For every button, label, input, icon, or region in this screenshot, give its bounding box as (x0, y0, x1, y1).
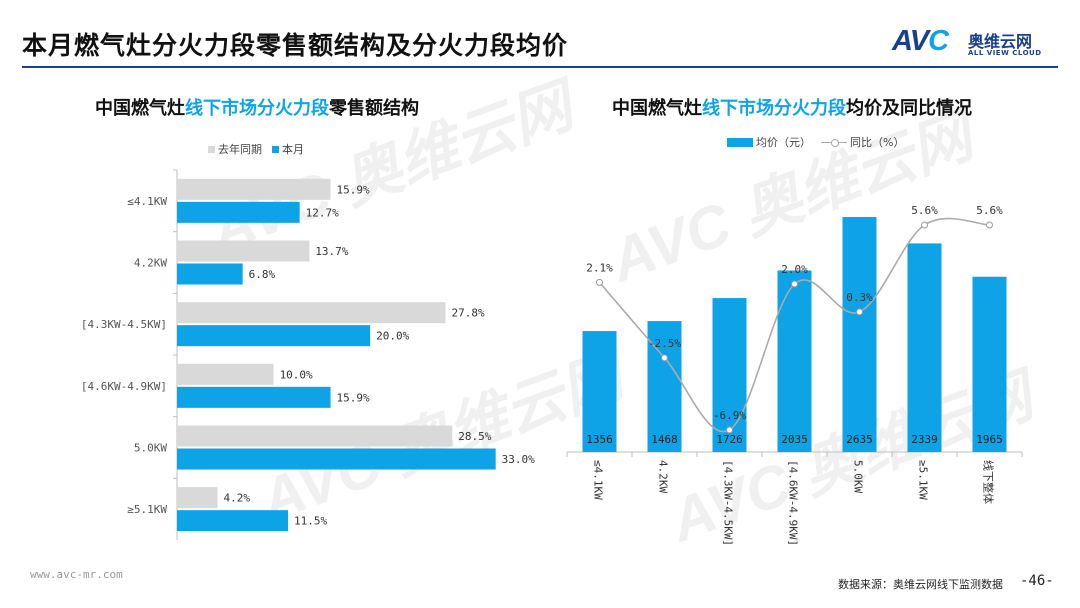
left-bar-value-label: 4.2% (224, 492, 251, 505)
right-bar-value-label: 1468 (651, 433, 678, 446)
right-bar-value-label: 2035 (781, 433, 808, 446)
left-bar-last-year (177, 240, 310, 262)
left-category-label: ≤4.1KW (127, 195, 167, 208)
left-bar-current (177, 510, 289, 532)
right-bar-value-label: 2635 (846, 433, 873, 446)
left-category-label: [4.6KW-4.9KW] (81, 380, 167, 393)
left-category-label: [4.3KW-4.5KW] (81, 318, 167, 331)
avc-logo: AVC 奥维云网 ALL VIEW CLOUD (892, 25, 1062, 65)
left-bar-value-label: 6.8% (249, 268, 276, 281)
logo-cn-text: 奥维云网 (968, 32, 1033, 51)
right-bar-avg-price (842, 217, 877, 452)
left-bar-value-label: 13.7% (315, 245, 348, 258)
right-category-label: [4.6KW-4.9KW] (787, 460, 800, 546)
left-bar-last-year (177, 178, 331, 200)
page-title: 本月燃气灶分火力段零售额结构及分火力段均价 (22, 31, 569, 60)
legend-item-yoy: 同比（%） (821, 134, 904, 150)
right-bar-value-label: 2339 (911, 433, 938, 446)
right-bar-avg-price (647, 321, 682, 452)
left-category-label: 5.0KW (134, 442, 167, 455)
right-bar-value-label: 1356 (586, 433, 613, 446)
right-line-value-label: -2.5% (648, 337, 681, 350)
right-bar-value-label: 1726 (716, 433, 743, 446)
right-legend: 均价（元） 同比（%） (727, 134, 904, 150)
right-bar-avg-price (712, 298, 747, 452)
right-line-value-label: 2.0% (781, 263, 808, 276)
right-bar-avg-price (582, 331, 617, 452)
title-divider (22, 66, 1058, 68)
left-bar-last-year (177, 302, 446, 324)
right-line-value-label: 5.6% (911, 204, 938, 217)
footer-source: 数据来源：奥维云网线下监测数据 (838, 578, 1003, 591)
right-line-point (661, 354, 668, 362)
left-bar-current (177, 386, 331, 408)
right-category-label: [4.3KW-4.5KW] (722, 460, 735, 546)
right-line-value-label: 2.1% (586, 261, 613, 274)
right-line-value-label: 5.6% (976, 204, 1003, 217)
right-line-value-label: -6.9% (713, 409, 746, 422)
left-category-label: 4.2KW (134, 257, 167, 270)
left-bar-value-label: 15.9% (337, 391, 370, 404)
right-line-value-label: 0.3% (846, 291, 873, 304)
right-category-label: 线下整体 (982, 460, 996, 504)
left-bar-value-label: 12.7% (306, 206, 339, 219)
left-bar-last-year (177, 487, 218, 509)
left-bar-current (177, 448, 496, 470)
right-line-point (856, 308, 863, 316)
right-line-point (921, 221, 928, 229)
left-chart-title: 中国燃气灶线下市场分火力段零售额结构 (95, 98, 419, 119)
right-bar-avg-price (777, 270, 812, 452)
logo-mark: AVC (892, 25, 949, 57)
legend-item-avg-price: 均价（元） (727, 134, 811, 150)
left-legend: 去年同期 本月 (208, 141, 304, 157)
legend-item-last-year: 去年同期 (208, 141, 262, 157)
right-line-point (986, 221, 993, 229)
right-category-label: 4.2KW (657, 460, 670, 493)
left-bar-current (177, 325, 371, 347)
footer-url: www.avc-mr.com (30, 568, 123, 581)
left-bar-current (177, 201, 300, 223)
left-bar-value-label: 10.0% (280, 368, 313, 381)
right-chart-title: 中国燃气灶线下市场分火力段均价及同比情况 (612, 98, 972, 119)
right-category-label: ≥5.1KW (917, 460, 930, 500)
left-bar-value-label: 15.9% (337, 183, 370, 196)
right-bar-value-label: 1965 (976, 433, 1003, 446)
right-category-label: 5.0KW (852, 460, 865, 493)
right-line-point (726, 426, 733, 434)
right-line-point (596, 278, 603, 286)
left-bar-last-year (177, 363, 274, 385)
left-bar-value-label: 20.0% (376, 330, 409, 343)
legend-item-current: 本月 (272, 141, 304, 157)
right-category-label: ≤4.1KW (592, 460, 605, 500)
left-bar-last-year (177, 425, 453, 447)
right-line-point (791, 280, 798, 288)
left-bar-value-label: 11.5% (294, 515, 327, 528)
left-bar-value-label: 27.8% (451, 307, 484, 320)
left-bar-current (177, 263, 243, 285)
left-category-label: ≥5.1KW (127, 503, 167, 516)
right-bar-avg-price (907, 243, 942, 452)
right-bar-avg-price (972, 276, 1007, 452)
logo-en-text: ALL VIEW CLOUD (968, 49, 1042, 57)
page-number: -46- (1020, 573, 1054, 589)
left-bar-value-label: 33.0% (502, 453, 535, 466)
left-bar-value-label: 28.5% (458, 430, 491, 443)
